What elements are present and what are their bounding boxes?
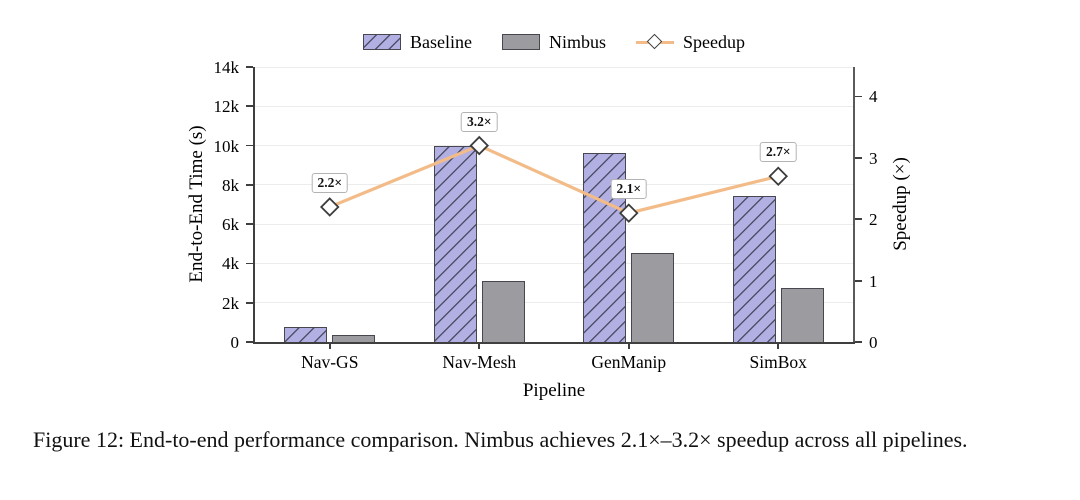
bottom-axis-spine xyxy=(253,342,855,344)
y-left-tick xyxy=(246,223,253,226)
y-right-tick xyxy=(855,218,862,221)
y-right-tick xyxy=(855,95,862,98)
y-left-tick-label: 8k xyxy=(222,175,239,195)
y-left-tick-label: 10k xyxy=(213,136,240,156)
y-left-tick xyxy=(246,183,253,186)
right-axis-spine xyxy=(853,67,855,342)
y-right-tick-label: 1 xyxy=(869,271,878,291)
gridline xyxy=(255,66,853,68)
y-right-tick-label: 3 xyxy=(869,148,878,168)
diamond-marker-icon xyxy=(646,33,663,50)
bar-nimbus-simbox xyxy=(780,287,824,342)
x-axis-title: Pipeline xyxy=(522,380,586,401)
gridline xyxy=(255,262,853,264)
y-left-tick-label: 4k xyxy=(222,254,239,274)
bar-nimbus-genmanip xyxy=(631,252,675,342)
figure-caption: Figure 12: End-to-end performance compar… xyxy=(33,427,968,452)
chart-legend: Baseline Nimbus Speedup xyxy=(255,33,853,51)
diamond-marker-simbox xyxy=(768,166,789,187)
speedup-marker-icon xyxy=(636,33,674,50)
legend-label-nimbus: Nimbus xyxy=(548,32,606,52)
speedup-value-label-nav-gs: 2.2× xyxy=(311,172,349,193)
left-axis-spine xyxy=(253,67,255,342)
y-left-tick-label: 14k xyxy=(213,58,240,77)
x-category-label-nav-gs: Nav-GS xyxy=(301,352,359,372)
legend-item-nimbus: Nimbus xyxy=(501,32,606,52)
y-left-tick-label: 6k xyxy=(222,215,239,235)
x-tick xyxy=(328,342,331,349)
y-right-tick-label: 2 xyxy=(869,210,878,230)
speedup-value-label-simbox: 2.7× xyxy=(759,142,797,163)
y-left-tick xyxy=(246,66,253,68)
y-right-tick xyxy=(855,279,862,282)
speedup-value-label-genmanip: 2.1× xyxy=(610,179,648,200)
plot-area: 2.2× 3.2× 2.1× 2.7× xyxy=(253,66,855,344)
x-category-label-simbox: SimBox xyxy=(749,352,807,372)
y-left-tick-label: 12k xyxy=(213,97,240,117)
x-tick xyxy=(627,342,630,349)
y-left-tick xyxy=(246,301,253,304)
y-left-tick-label: 2k xyxy=(222,293,239,313)
y-left-tick xyxy=(246,262,253,265)
bar-nimbus-nav-mesh xyxy=(481,280,525,342)
bar-baseline-simbox xyxy=(732,195,776,342)
y-right-tick xyxy=(855,156,862,159)
bar-nimbus-nav-gs xyxy=(332,335,376,342)
diamond-marker-nav-gs xyxy=(319,197,340,217)
legend-label-speedup: Speedup xyxy=(683,32,745,52)
gridline xyxy=(255,105,853,107)
gridline xyxy=(255,223,853,225)
bar-baseline-nav-mesh xyxy=(433,145,477,342)
legend-label-baseline: Baseline xyxy=(410,32,472,52)
y-left-tick xyxy=(246,144,253,147)
x-tick xyxy=(478,342,481,349)
performance-figure: Baseline Nimbus Speedup End-to-End Time … xyxy=(186,33,911,401)
y-left-tick xyxy=(246,105,253,108)
y-right-tick xyxy=(855,341,862,343)
gridline xyxy=(255,302,853,304)
x-tick xyxy=(777,342,780,349)
nimbus-swatch-icon xyxy=(501,34,540,50)
legend-item-baseline: Baseline xyxy=(363,33,472,51)
bar-baseline-nav-gs xyxy=(284,327,328,342)
y-right-tick-label: 0 xyxy=(869,333,878,352)
x-category-label-genmanip: GenManip xyxy=(591,352,667,372)
baseline-swatch-icon xyxy=(363,34,401,50)
legend-item-speedup: Speedup xyxy=(636,33,745,51)
y-axis-title-right: Speedup (×) xyxy=(890,157,911,251)
y-left-tick-label: 0 xyxy=(230,333,240,352)
speedup-value-label-nav-mesh: 3.2× xyxy=(460,111,498,132)
y-left-tick xyxy=(246,341,253,343)
y-right-tick-label: 4 xyxy=(869,87,878,107)
x-category-label-nav-mesh: Nav-Mesh xyxy=(442,352,517,372)
